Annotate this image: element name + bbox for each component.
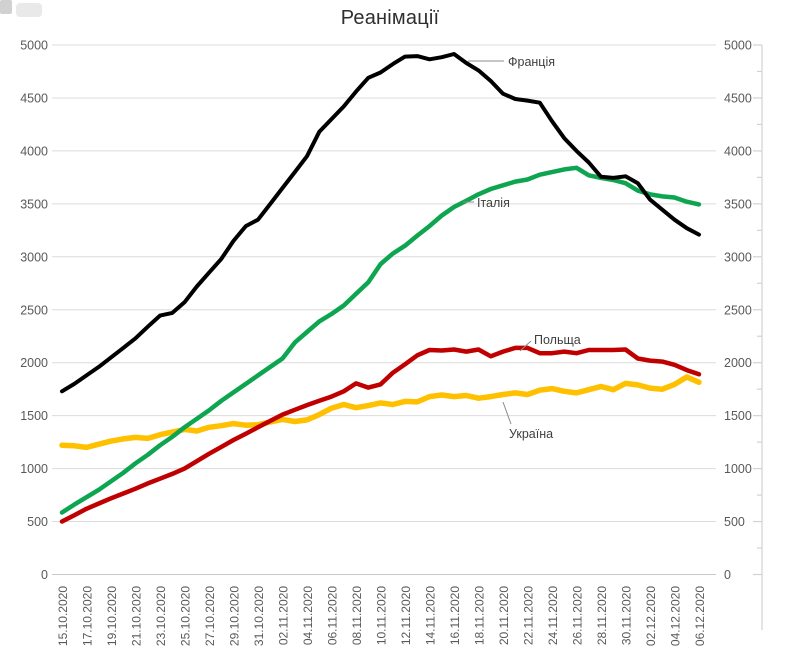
series-callout-label-italy: Італія [477, 196, 510, 210]
y-axis-label-left: 3000 [20, 250, 48, 264]
x-axis-label: 04.11.2020 [301, 586, 315, 645]
x-axis-label: 30.11.2020 [620, 586, 634, 645]
y-axis-label-left: 4000 [20, 144, 48, 158]
series-callout-label-france: Франція [508, 55, 555, 69]
corner-artifact [0, 0, 12, 14]
y-axis-label-right: 3500 [724, 197, 752, 211]
x-axis-label: 31.10.2020 [252, 586, 266, 646]
y-axis-label-left: 4500 [20, 91, 48, 105]
y-axis-label-left: 3500 [20, 197, 48, 211]
series-callout-leader-poland [519, 340, 532, 352]
series-callout-label-ukraine: Україна [509, 427, 553, 441]
x-axis-label: 15.10.2020 [56, 586, 70, 646]
y-axis-label-left: 2000 [20, 356, 48, 370]
x-axis-label: 02.11.2020 [277, 586, 291, 645]
x-axis-label: 12.11.2020 [399, 586, 413, 645]
x-axis-label: 02.12.2020 [644, 586, 658, 646]
chart-title: Реанімації [340, 7, 440, 29]
x-axis-label: 17.10.2020 [81, 586, 95, 646]
y-axis-label-right: 1000 [724, 462, 752, 476]
y-axis-label-right: 5000 [724, 39, 752, 53]
series-line-italy [59, 165, 702, 515]
x-axis-label: 29.10.2020 [228, 586, 242, 646]
x-axis-label: 14.11.2020 [424, 586, 438, 645]
y-axis-label-left: 5000 [20, 39, 48, 53]
x-axis-label: 26.11.2020 [571, 586, 585, 645]
x-axis-label: 08.11.2020 [350, 586, 364, 645]
y-axis-label-left: 1000 [20, 462, 48, 476]
x-axis-label: 21.10.2020 [130, 586, 144, 646]
x-axis-label: 20.11.2020 [497, 586, 511, 645]
x-axis-label: 16.11.2020 [448, 586, 462, 645]
y-axis-label-right: 0 [724, 568, 731, 582]
x-axis-label: 10.11.2020 [375, 586, 389, 645]
series-line-france [60, 52, 701, 394]
y-axis-label-left: 0 [41, 568, 48, 582]
y-axis-label-right: 2000 [724, 356, 752, 370]
x-axis-label: 06.12.2020 [693, 586, 707, 646]
corner-artifact [16, 3, 42, 17]
x-axis-label: 04.12.2020 [669, 586, 683, 646]
y-axis-label-right: 2500 [724, 303, 752, 317]
series-callout-leader-ukraine [502, 401, 512, 425]
x-axis-label: 18.11.2020 [473, 586, 487, 645]
series-line-poland [59, 345, 702, 524]
x-axis-label: 25.10.2020 [179, 586, 193, 646]
x-axis-label: 28.11.2020 [595, 586, 609, 645]
x-axis-label: 24.11.2020 [546, 586, 560, 645]
x-axis-label: 23.10.2020 [154, 586, 168, 646]
y-axis-label-right: 500 [724, 515, 745, 529]
y-axis-label-right: 1500 [724, 409, 752, 423]
y-axis-label-left: 500 [27, 515, 48, 529]
x-axis-label: 19.10.2020 [105, 586, 119, 646]
series-line-ukraine [59, 374, 702, 451]
y-axis-label-left: 2500 [20, 303, 48, 317]
y-axis-label-right: 4000 [724, 144, 752, 158]
series-callout-label-poland: Польща [534, 333, 581, 347]
x-axis-label: 22.11.2020 [522, 586, 536, 645]
y-axis-label-right: 3000 [724, 250, 752, 264]
y-axis-label-left: 1500 [20, 409, 48, 423]
x-axis-label: 06.11.2020 [326, 586, 340, 645]
x-axis-label: 27.10.2020 [203, 586, 217, 646]
y-axis-label-right: 4500 [724, 91, 752, 105]
